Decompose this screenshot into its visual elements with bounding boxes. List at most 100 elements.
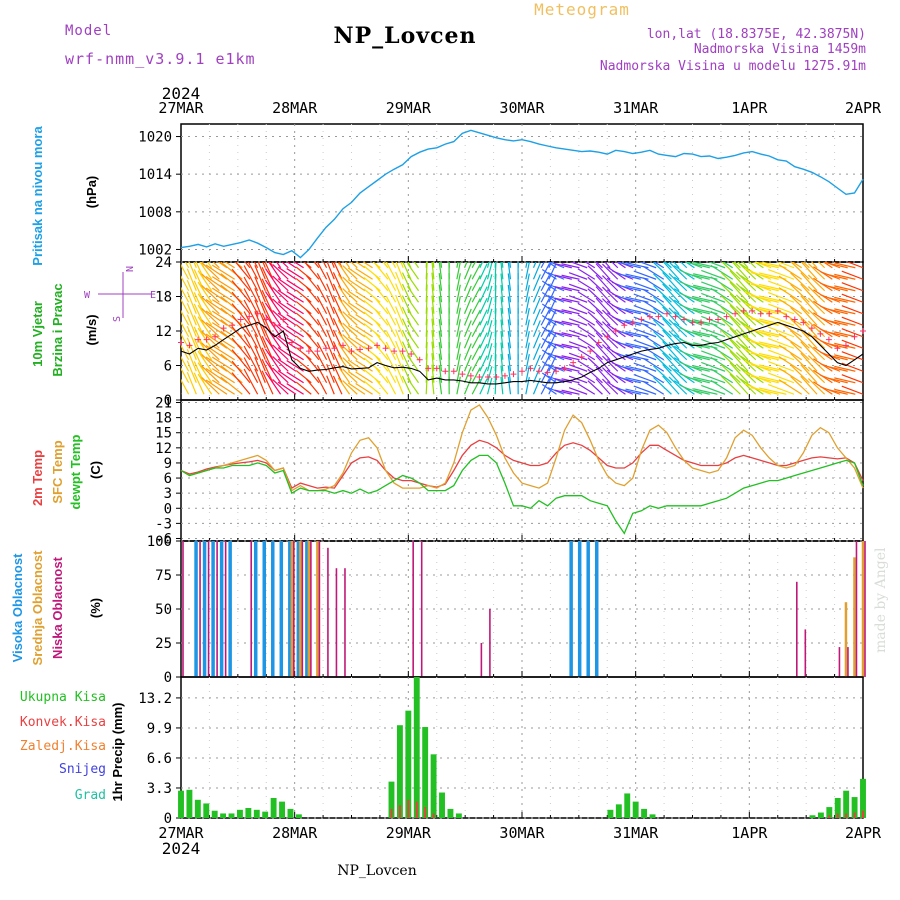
wind-arrow <box>541 372 557 384</box>
wind-arrow <box>261 301 274 326</box>
wind-arrow <box>197 270 213 292</box>
wind-arrow <box>186 360 197 383</box>
wind-arrow <box>295 312 312 326</box>
wind-arrow <box>401 272 412 292</box>
wind-arrow <box>401 306 412 326</box>
wind-arrow <box>463 377 472 395</box>
wind-arrow <box>272 286 289 303</box>
wind-arrow <box>385 330 397 349</box>
wind-arrow <box>595 262 603 269</box>
temp2m-label: 2m Temp <box>30 450 45 506</box>
wind-arrow <box>456 296 461 314</box>
wind-arrow <box>201 377 220 395</box>
wind-arrow <box>758 387 787 395</box>
wind-arrow <box>181 367 190 384</box>
wind-arrow <box>668 262 688 280</box>
wind-arrow <box>355 371 373 384</box>
wind-arrow <box>456 273 461 291</box>
dir-n: N <box>123 266 134 272</box>
wind-arrow <box>231 314 251 338</box>
wind-arrow <box>181 324 182 326</box>
wind-arrow <box>385 272 397 292</box>
wind-arrow <box>846 262 863 269</box>
wind-arrow <box>601 309 619 326</box>
precip-unit: 1hr Precip (mm) <box>110 703 125 802</box>
wind-arrow <box>463 297 472 314</box>
wind-arrow <box>479 343 488 361</box>
wind-arrow <box>385 262 397 280</box>
wind-arrow <box>710 299 734 315</box>
wind-arrow <box>701 350 726 361</box>
wind-arrow <box>231 291 251 315</box>
wind-arrow <box>306 298 320 315</box>
convective-bar <box>407 799 410 818</box>
wind-arrow <box>431 307 435 326</box>
wind-arrow <box>217 262 228 269</box>
wind-arrow <box>642 300 665 315</box>
time-label: 29MAR <box>386 99 432 117</box>
wind-arrow <box>507 376 512 395</box>
wind-arrow <box>642 369 665 384</box>
wind-arrow <box>633 270 657 280</box>
wind-arrow <box>807 355 826 372</box>
time-axis-bottom: 27MAR 28MAR 29MAR 30MAR 31MAR 1APR 2APR <box>158 824 882 842</box>
wind-arrow <box>326 363 335 383</box>
cloud-low-bar <box>327 547 329 677</box>
wind-arrow <box>701 338 726 349</box>
precip-freeze-label: Zaledj.Kisa <box>20 739 106 754</box>
y-tick-label: -3 <box>155 516 172 532</box>
wind-arrow <box>807 263 826 280</box>
wind-arrow <box>618 319 641 326</box>
wind-arrow <box>337 308 351 326</box>
y-tick-label: -6 <box>155 531 172 547</box>
wind-arrow <box>653 262 672 280</box>
wind-arrow <box>532 297 541 314</box>
wind-arrow <box>822 262 833 269</box>
wind-arrow <box>342 334 358 349</box>
wind-arrow <box>277 381 297 395</box>
model-label: Model <box>65 23 112 39</box>
wind-arrow <box>668 284 688 303</box>
wind-arrow <box>264 291 282 315</box>
wind-arrow <box>471 263 481 280</box>
wind-arrow <box>720 318 741 338</box>
wind-arrow <box>841 305 863 315</box>
wind-arrow <box>326 375 335 395</box>
precip-bar <box>388 781 395 818</box>
wind-arrow <box>568 295 588 303</box>
wind-arrow <box>601 275 619 292</box>
wind-arrow <box>272 275 289 292</box>
wind-arrow <box>316 353 328 372</box>
wind-arrow <box>406 297 420 315</box>
wind-arrow <box>479 262 484 269</box>
wind-arrow <box>406 262 420 280</box>
wind-arrow <box>507 330 512 349</box>
wind-arrow <box>456 353 461 372</box>
wind-arrow <box>401 341 412 361</box>
wind-arrow <box>662 341 680 361</box>
y-tick-label: 15 <box>155 426 172 442</box>
wind-arrow <box>201 331 220 349</box>
wind-arrow <box>768 372 795 384</box>
cloud-mid-label: Srednja Oblacnost <box>30 550 45 666</box>
wind-arrow <box>431 341 435 360</box>
wind-arrow <box>633 305 657 315</box>
wind-arrow <box>720 364 741 384</box>
wind-arrow <box>211 299 235 315</box>
wind-arrow <box>841 293 863 303</box>
lonlat-text: lon,lat (18.8375E, 42.3875N) <box>647 27 866 42</box>
wind-arrow <box>768 268 795 280</box>
wind-arrow <box>561 320 580 326</box>
wind-arrow <box>277 289 297 303</box>
wind-arrow <box>827 331 848 338</box>
wind-arrow <box>374 262 389 280</box>
wind-arrow <box>193 262 197 268</box>
wind-arrow <box>834 331 856 338</box>
wind-arrow <box>548 262 553 269</box>
wind-arrow <box>778 367 803 384</box>
wind-arrow <box>662 329 680 349</box>
wind-arrow <box>720 272 741 292</box>
wind-arrow <box>193 303 205 326</box>
precip-conv-label: Konvek.Kisa <box>20 715 106 730</box>
convective-bar <box>836 813 839 818</box>
